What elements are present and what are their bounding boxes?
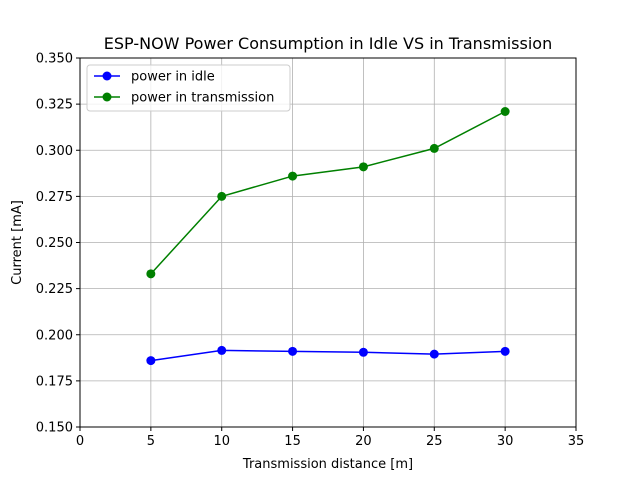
x-tick-label: 0	[76, 434, 84, 449]
y-tick-label: 0.350	[36, 52, 73, 67]
series-line	[150, 349, 506, 362]
series-idle	[146, 345, 510, 366]
data-point	[288, 171, 298, 181]
y-axis-label: Current [mA]	[10, 200, 25, 285]
data-point	[429, 349, 439, 359]
x-tick-label: 25	[426, 434, 443, 449]
x-tick-label: 15	[284, 434, 301, 449]
legend-box	[86, 64, 291, 112]
y-tick-label: 0.150	[36, 421, 73, 436]
chart-title: ESP-NOW Power Consumption in Idle VS in …	[104, 34, 552, 53]
data-point	[358, 347, 368, 357]
x-tick-label: 5	[147, 434, 155, 449]
series-line	[150, 110, 506, 275]
y-tick-label: 0.275	[36, 190, 73, 205]
y-tick-label: 0.250	[36, 236, 73, 251]
axis-ticks: 0 5 10 15 20 25 30 35 0.150 0.175 0.200 0.225 0.250 0…	[36, 52, 584, 450]
x-axis-label: Transmission distance [m]	[242, 457, 413, 472]
y-tick-label: 0.325	[36, 98, 73, 113]
data-point	[146, 356, 156, 366]
y-tick-label: 0.300	[36, 144, 73, 159]
data-point	[217, 345, 227, 355]
data-point	[288, 346, 298, 356]
x-tick-label: 10	[213, 434, 230, 449]
data-point	[500, 107, 510, 117]
data-point	[146, 269, 156, 279]
x-tick-label: 30	[497, 434, 514, 449]
data-point	[217, 191, 227, 201]
legend-label: power in idle	[131, 70, 215, 85]
x-tick-label: 20	[355, 434, 372, 449]
data-point	[358, 162, 368, 172]
y-tick-label: 0.225	[36, 282, 73, 297]
legend-label: power in transmission	[131, 91, 274, 106]
x-tick-label: 35	[568, 434, 585, 449]
legend: power in idle power in transmission	[86, 64, 291, 112]
series-transmission	[146, 107, 510, 279]
data-point	[429, 143, 439, 153]
y-tick-label: 0.200	[36, 328, 73, 343]
data-point	[500, 346, 510, 356]
legend-marker	[102, 71, 112, 81]
series-layer	[146, 107, 510, 366]
legend-marker	[102, 92, 112, 102]
y-tick-label: 0.175	[36, 374, 73, 389]
